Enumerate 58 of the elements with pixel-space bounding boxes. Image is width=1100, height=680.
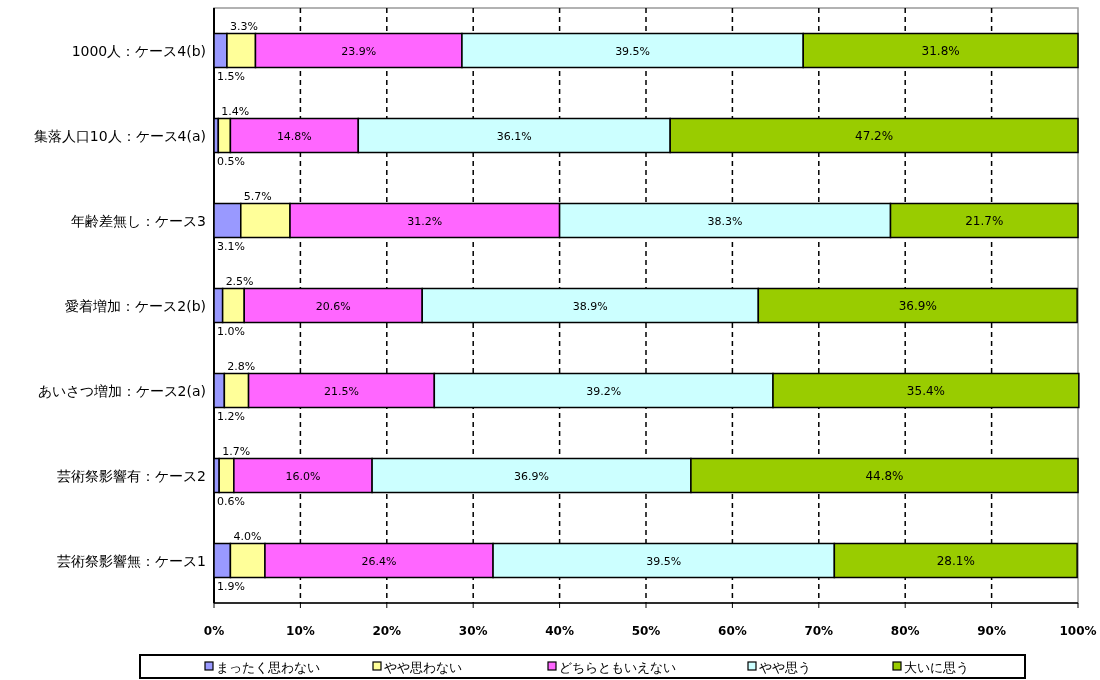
legend-label: やや思う [759, 660, 811, 675]
x-tick-label: 40% [545, 624, 574, 638]
data-label: 20.6% [315, 299, 351, 313]
data-label: 35.4% [906, 383, 945, 398]
data-label: 36.1% [496, 129, 532, 143]
data-label: 1.7% [222, 444, 251, 458]
y-tick-label: 愛着増加：ケース2(b) [65, 297, 206, 314]
x-tick-label: 70% [804, 624, 834, 638]
data-label: 21.7% [965, 213, 1004, 228]
data-label: 28.1% [936, 553, 975, 568]
data-label: 5.7% [243, 189, 272, 203]
legend-label: 大いに思う [904, 660, 969, 675]
data-label: 23.9% [341, 44, 377, 58]
legend-label: どちらともいえない [559, 660, 676, 675]
data-label: 2.5% [225, 274, 254, 288]
data-label: 3.1% [217, 239, 245, 253]
data-label: 4.0% [233, 529, 262, 543]
data-label: 14.8% [276, 129, 312, 143]
data-label: 44.8% [865, 468, 904, 483]
x-tick-label: 80% [890, 624, 920, 638]
y-tick-label: あいさつ増加：ケース2(a) [37, 382, 206, 399]
x-tick-label: 100% [1059, 624, 1097, 638]
y-tick-label: 年齢差無し：ケース3 [71, 212, 206, 229]
data-label: 39.5% [615, 44, 651, 58]
x-tick-label: 0% [203, 624, 225, 638]
y-tick-label: 1000人：ケース4(b) [71, 42, 206, 59]
x-tick-label: 90% [977, 624, 1006, 638]
x-tick-label: 30% [458, 624, 488, 638]
data-label: 38.9% [572, 299, 608, 313]
y-tick-label: 集落人口10人：ケース4(a) [33, 127, 206, 144]
data-label: 1.5% [217, 69, 245, 83]
data-label: 38.3% [707, 214, 743, 228]
x-tick-label: 60% [718, 624, 747, 638]
data-label: 31.8% [921, 43, 960, 58]
data-label: 36.9% [898, 298, 937, 313]
x-tick-label: 50% [631, 624, 661, 638]
data-label: 16.0% [285, 469, 321, 483]
y-tick-label: 芸術祭影響無：ケース1 [57, 552, 206, 569]
x-tick-label: 10% [286, 624, 315, 638]
data-label: 21.5% [323, 384, 359, 398]
legend-label: やや思わない [384, 660, 462, 675]
data-label: 31.2% [407, 214, 443, 228]
data-label: 47.2% [855, 128, 894, 143]
data-label: 0.6% [217, 494, 245, 508]
data-label: 3.3% [229, 19, 258, 33]
data-label: 2.8% [227, 359, 256, 373]
data-label: 1.4% [221, 104, 250, 118]
data-label: 0.5% [217, 154, 245, 168]
legend-label: まったく思わない [216, 660, 320, 675]
data-label: 1.0% [217, 324, 245, 338]
data-label: 1.9% [217, 579, 245, 593]
data-label: 1.2% [217, 409, 245, 423]
y-tick-label: 芸術祭影響有：ケース2 [57, 467, 206, 484]
x-tick-label: 20% [372, 624, 402, 638]
data-label: 39.5% [646, 554, 682, 568]
data-label: 39.2% [586, 384, 622, 398]
data-label: 26.4% [361, 554, 397, 568]
data-label: 36.9% [514, 469, 549, 483]
